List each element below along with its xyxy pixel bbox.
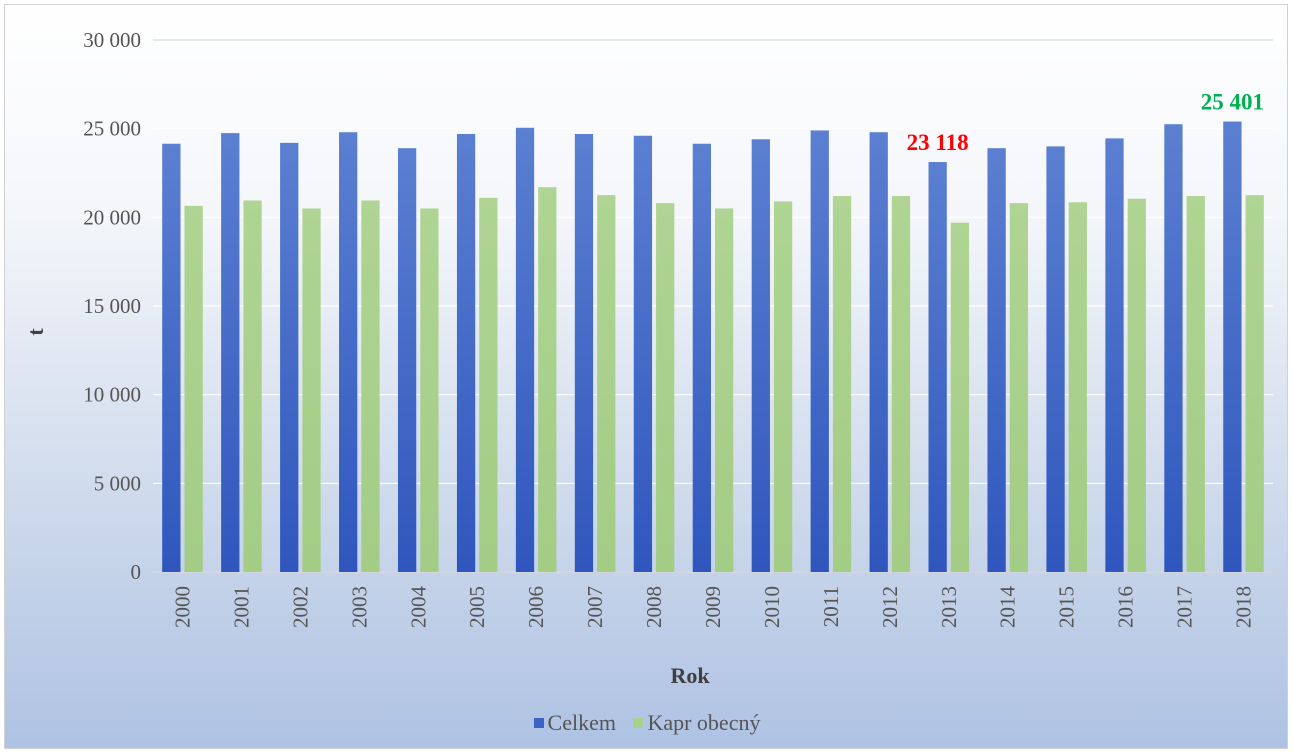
x-tick-label: 2003 [347, 586, 371, 628]
y-tick-label: 30 000 [83, 28, 141, 52]
bar-celkem-2007 [574, 133, 594, 572]
bar-celkem-2016 [1105, 138, 1124, 573]
x-tick-label: 2008 [642, 586, 666, 628]
bar-kapr-2000 [184, 205, 203, 572]
legend-item-celkem: Celkem [533, 710, 616, 736]
x-tick-label: 2017 [1173, 586, 1197, 628]
bar-kapr-2011 [832, 196, 852, 572]
legend: Celkem Kapr obecný [5, 710, 1289, 736]
bar-kapr-2009 [715, 208, 734, 572]
annotation-2013: 23 118 [907, 130, 969, 155]
bar-celkem-2001 [221, 133, 240, 572]
x-tick-label: 2010 [760, 586, 784, 628]
x-tick-label: 2009 [701, 586, 725, 628]
bar-celkem-2011 [810, 130, 829, 572]
bar-celkem-2014 [987, 148, 1006, 572]
legend-label-celkem: Celkem [547, 710, 616, 735]
bar-kapr-2002 [302, 208, 321, 572]
legend-swatch-kapr [633, 718, 644, 728]
bar-celkem-2015 [1046, 146, 1065, 572]
bar-celkem-2009 [692, 143, 711, 573]
x-tick-label: 2001 [229, 586, 253, 628]
chart-area: 0 5 000 10 000 15 000 20 000 25 000 30 000 200… [4, 4, 1288, 749]
bar-chart: 0 5 000 10 000 15 000 20 000 25 000 30 000 200… [23, 28, 1273, 688]
bar-celkem-2008 [633, 135, 653, 572]
x-tick-label: 2012 [878, 586, 902, 628]
bars [162, 121, 1264, 573]
x-tick-label: 2014 [996, 586, 1020, 629]
bar-kapr-2012 [891, 196, 911, 572]
bar-celkem-2006 [515, 127, 535, 572]
x-tick-label: 2006 [524, 586, 548, 628]
bar-celkem-2002 [280, 142, 299, 572]
legend-item-kapr: Kapr obecný [633, 710, 760, 736]
y-tick-label: 5 000 [94, 471, 141, 495]
bar-kapr-2006 [538, 187, 557, 573]
y-tick-labels: 0 5 000 10 000 15 000 20 000 25 000 30 000 [83, 28, 141, 584]
bar-kapr-2014 [1009, 203, 1029, 572]
bar-kapr-2004 [420, 208, 439, 572]
x-tick-label: 2011 [819, 586, 843, 627]
bar-celkem-2012 [869, 132, 888, 573]
x-tick-label: 2004 [406, 586, 430, 629]
x-tick-label: 2000 [170, 586, 194, 628]
bar-kapr-2017 [1186, 196, 1205, 572]
legend-label-kapr: Kapr obecný [647, 710, 761, 735]
y-axis-title: t [23, 328, 48, 336]
x-tick-labels: 2000 2001 2002 2003 2004 2005 2006 2007 2008 2009… [170, 586, 1255, 629]
bar-kapr-2015 [1068, 202, 1087, 572]
bar-kapr-2007 [597, 195, 616, 572]
bar-kapr-2018 [1245, 195, 1264, 572]
legend-swatch-celkem [533, 718, 544, 728]
bar-kapr-2016 [1127, 198, 1146, 573]
bar-kapr-2008 [656, 203, 675, 572]
bar-kapr-2003 [361, 200, 380, 572]
bar-kapr-2013 [950, 222, 970, 573]
gridlines [153, 39, 1273, 573]
y-tick-label: 15 000 [83, 294, 141, 318]
y-tick-label: 25 000 [83, 117, 141, 141]
bar-celkem-2013 [928, 162, 947, 572]
y-tick-label: 20 000 [83, 205, 141, 229]
bar-celkem-2018 [1223, 121, 1242, 572]
x-tick-label: 2007 [583, 586, 607, 628]
annotation-2018: 25 401 [1201, 90, 1264, 115]
bar-celkem-2004 [397, 148, 417, 572]
annotations: 23 118 25 401 [907, 90, 1264, 155]
x-tick-label: 2015 [1055, 586, 1079, 628]
x-tick-label: 2013 [937, 586, 961, 628]
x-tick-label: 2005 [465, 586, 489, 628]
y-tick-label: 0 [131, 560, 142, 584]
bar-celkem-2017 [1164, 124, 1183, 572]
bar-celkem-2010 [751, 139, 770, 572]
y-tick-label: 10 000 [83, 383, 141, 407]
bar-celkem-2003 [339, 132, 358, 573]
x-tick-label: 2018 [1232, 586, 1256, 628]
bar-kapr-2010 [773, 201, 793, 572]
x-axis-title: Rok [670, 663, 710, 688]
bar-kapr-2001 [243, 200, 262, 572]
x-tick-label: 2016 [1114, 586, 1138, 628]
bar-celkem-2000 [162, 143, 181, 573]
bar-celkem-2005 [456, 133, 476, 572]
bar-kapr-2005 [479, 197, 498, 572]
x-tick-label: 2002 [288, 586, 312, 628]
